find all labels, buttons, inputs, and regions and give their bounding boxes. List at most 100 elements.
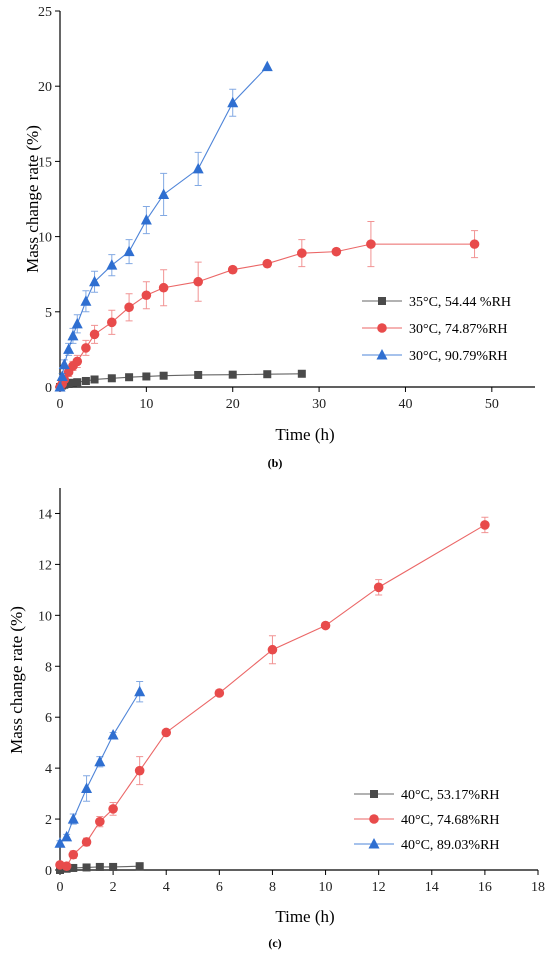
series-3: [54, 60, 273, 392]
legend-marker: [370, 790, 378, 798]
data-point: [56, 370, 68, 381]
data-point: [373, 582, 384, 593]
data-point: [95, 862, 104, 871]
data-point: [125, 373, 134, 382]
data-point: [67, 329, 79, 341]
x-axis-title: Time (h): [275, 907, 334, 926]
data-point: [194, 370, 203, 379]
axis-ticks: 0 2 4 6 8 10 12 14 16 18 0 2 4 6 8 10 12 14: [38, 507, 545, 895]
y-tick-label: 12: [38, 558, 52, 573]
x-tick-label: 40: [398, 397, 412, 412]
legend-label: 40°C, 53.17%RH: [401, 788, 500, 803]
data-point: [227, 96, 239, 108]
y-tick-label: 5: [45, 306, 52, 321]
x-tick-label: 50: [485, 397, 499, 412]
data-point: [94, 755, 106, 767]
data-point: [58, 358, 70, 369]
legend-marker: [377, 323, 387, 333]
y-tick-label: 0: [45, 381, 52, 396]
data-point: [123, 245, 135, 257]
x-tick-label: 18: [531, 880, 545, 895]
data-point: [158, 188, 170, 199]
data-point: [73, 378, 82, 387]
data-point: [68, 378, 77, 387]
data-point: [81, 837, 92, 847]
data-point: [90, 375, 99, 384]
data-point: [71, 317, 83, 329]
x-tick-label: 30: [312, 397, 326, 412]
x-tick-label: 0: [57, 880, 64, 895]
data-point: [263, 370, 272, 379]
data-point: [107, 374, 116, 383]
y-tick-label: 4: [45, 762, 52, 777]
data-point: [193, 276, 203, 287]
data-point: [80, 295, 92, 306]
data-point: [366, 239, 376, 249]
y-tick-label: 14: [38, 507, 52, 522]
data-point: [107, 729, 119, 740]
data-point: [61, 861, 72, 871]
data-point: [81, 782, 93, 794]
data-point: [107, 317, 117, 328]
data-point: [106, 259, 118, 270]
data-point: [297, 369, 306, 378]
data-point: [68, 849, 79, 860]
y-tick-label: 15: [38, 155, 52, 170]
data-point: [134, 685, 146, 697]
data-point: [69, 863, 78, 872]
data-point: [81, 343, 91, 353]
data-point: [54, 381, 66, 392]
series-layer: [54, 516, 490, 874]
y-tick-label: 0: [45, 864, 52, 879]
series-2: [55, 221, 480, 392]
legend-label: 30°C, 74.87%RH: [409, 322, 508, 337]
x-tick-label: 0: [57, 397, 64, 412]
legend-marker: [369, 814, 379, 824]
data-point: [81, 376, 90, 385]
y-tick-label: 20: [38, 80, 52, 95]
data-point: [262, 258, 273, 269]
legend-label: 35°C, 54.44 %RH: [409, 295, 511, 310]
data-point: [214, 688, 225, 698]
data-point: [72, 356, 83, 367]
y-axis-title: Mass change rate (%): [7, 606, 26, 754]
data-point: [108, 804, 118, 814]
x-tick-label: 20: [226, 397, 240, 412]
data-point: [56, 866, 64, 874]
axis-ticks: 0 10 20 30 40 50 0 5 10 15 20 25: [38, 5, 499, 412]
y-tick-label: 8: [45, 660, 52, 675]
data-point: [158, 282, 169, 293]
data-point: [54, 837, 66, 848]
legend-item: 40°C, 53.17%RH: [354, 788, 500, 803]
x-tick-label: 6: [216, 880, 223, 895]
x-tick-label: 16: [478, 880, 492, 895]
data-point: [89, 275, 101, 287]
legend-item: 40°C, 89.03%RH: [354, 838, 500, 853]
x-axis-title: Time (h): [275, 425, 334, 444]
x-tick-label: 4: [163, 880, 170, 895]
legend: 35°C, 54.44 %RH 30°C, 74.87%RH 30°C, 90.79…: [362, 295, 511, 364]
chart-panel-b: 0 10 20 30 40 50 0 5 10 15 20 25 Time (h) Mass chan…: [23, 5, 535, 470]
legend-item: 30°C, 74.87%RH: [362, 322, 508, 337]
data-point: [140, 214, 152, 225]
data-point: [480, 520, 490, 530]
x-tick-label: 14: [425, 880, 439, 895]
data-point: [469, 239, 480, 249]
data-point: [331, 246, 342, 257]
data-point: [228, 370, 237, 379]
series-1: [56, 369, 306, 391]
series-layer: [54, 60, 480, 392]
data-point: [142, 372, 151, 381]
panel-label: (c): [268, 936, 281, 950]
data-point: [109, 862, 118, 871]
data-point: [67, 813, 79, 824]
panel-label: (b): [268, 456, 283, 470]
y-tick-label: 10: [38, 231, 52, 246]
x-tick-label: 8: [269, 880, 276, 895]
data-point: [159, 371, 168, 380]
data-point: [227, 264, 238, 275]
y-tick-label: 25: [38, 5, 52, 20]
y-tick-label: 2: [45, 813, 52, 828]
